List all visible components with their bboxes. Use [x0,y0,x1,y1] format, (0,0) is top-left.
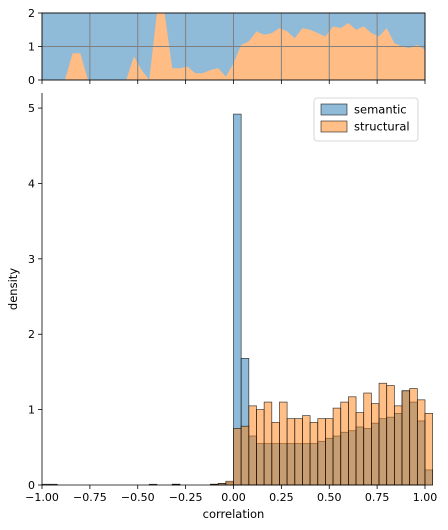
x-axis-label: correlation [203,507,265,521]
hist-bar-structural [424,413,434,486]
top-x-ticks [41,80,426,84]
hist-bar-structural [256,409,265,486]
top-panel-frame [41,12,426,81]
legend-swatch-structural [320,120,348,133]
hist-bar-structural [271,422,280,486]
hist-bar-structural [371,403,380,486]
x-tick-label: −1.00 [25,491,59,504]
hist-bar-structural [286,418,296,486]
hist-bar-structural [378,382,388,486]
main-x-ticks: −1.00 −0.75 −0.50 −0.25 0.00 0.25 0.50 0.75 1.00 [25,485,437,504]
x-tick-label: 0.75 [365,491,390,504]
main-histogram-panel: 0 1 2 3 4 5 −1.00 −0.75 −0.50 −0.25 0.00 0.25 0.50 0… [6,93,437,521]
x-tick-label: −0.75 [73,491,107,504]
top-y-tick-label: 2 [28,7,35,20]
legend-label-semantic: semantic [354,103,407,117]
legend-swatch-semantic [320,103,348,116]
main-y-ticks: 0 1 2 3 4 5 [28,102,42,492]
y-tick-label: 0 [28,479,35,492]
structural-bars [171,382,434,486]
hist-bar-structural [294,418,303,486]
hist-bar-structural [409,388,418,486]
x-tick-label: −0.50 [121,491,155,504]
y-axis-label: density [6,268,20,310]
top-area-panel: 0 1 2 [28,7,426,87]
top-y-ticks: 0 1 2 [28,7,42,87]
y-tick-label: 2 [28,328,35,341]
legend: semantic structural [313,97,419,142]
hist-bar-structural [263,401,273,486]
x-tick-label: 1.00 [413,491,438,504]
hist-bar-structural [309,422,319,486]
x-tick-label: −0.25 [169,491,203,504]
hist-bar-structural [340,401,349,486]
hist-bar-structural [248,405,257,486]
x-tick-label: 0.50 [317,491,342,504]
hist-bar-structural [401,390,411,486]
hist-bar-structural [233,428,242,486]
hist-bar-structural [332,407,342,486]
top-y-tick-label: 0 [28,74,35,87]
y-tick-label: 3 [28,253,35,266]
hist-bar-structural [416,399,426,486]
hist-bar-structural [225,480,234,486]
x-tick-label: 0.00 [221,491,246,504]
hist-bar-structural [394,405,403,486]
y-tick-label: 1 [28,404,35,417]
y-tick-label: 5 [28,102,35,115]
y-tick-label: 4 [28,177,35,190]
hist-bar-structural [302,415,311,486]
top-y-tick-label: 1 [28,41,35,54]
hist-bar-structural [279,401,288,486]
hist-bar-structural [363,392,372,486]
hist-bar-structural [325,418,334,486]
legend-label-structural: structural [354,120,410,134]
hist-bar-structural [240,425,250,486]
hist-bar-structural [386,385,395,486]
hist-bar-structural [348,396,357,486]
hist-bar-structural [317,418,326,486]
hist-bar-structural [355,412,365,486]
x-tick-label: 0.25 [269,491,294,504]
